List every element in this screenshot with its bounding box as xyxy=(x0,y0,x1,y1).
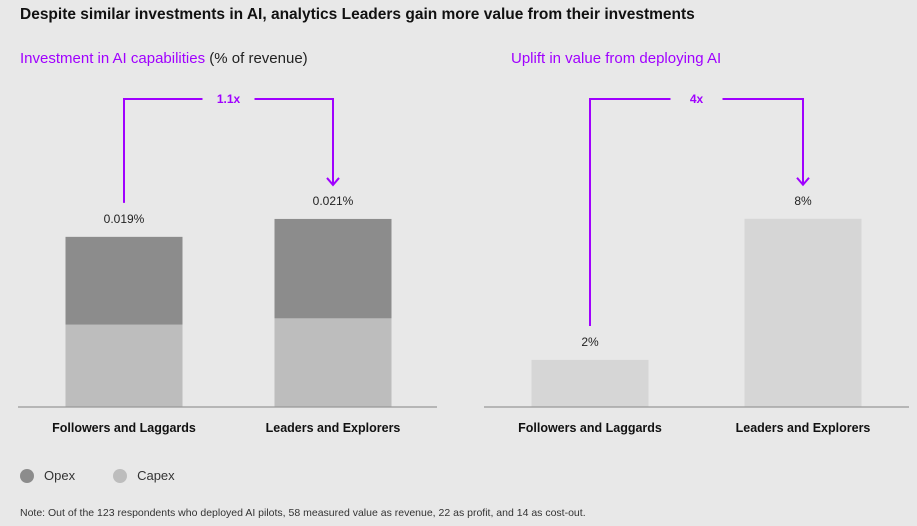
comparison-bracket-right-1 xyxy=(722,98,804,185)
value-label-1-0: 2% xyxy=(581,335,599,349)
value-label-1-1: 8% xyxy=(794,194,812,208)
comparison-arrowhead-0 xyxy=(326,177,340,187)
footnote: Note: Out of the 123 respondents who dep… xyxy=(20,507,586,519)
chart-title: Despite similar investments in AI, analy… xyxy=(20,6,695,23)
category-label-0-0: Followers and Laggards xyxy=(52,421,196,435)
legend-item-capex: Capex xyxy=(113,468,175,483)
comparison-bracket-left-0 xyxy=(123,98,203,203)
bar-uplift-0 xyxy=(531,359,649,407)
category-label-1-0: Followers and Laggards xyxy=(518,421,662,435)
legend-swatch-capex xyxy=(113,468,128,483)
left-chart-title-text: Investment in AI capabilities xyxy=(20,50,206,67)
bar-capex-0-0 xyxy=(65,324,183,407)
comparison-label-1: 4x xyxy=(690,92,704,106)
right-chart-title: Uplift in value from deploying AI xyxy=(511,50,722,67)
value-label-0-1: 0.021% xyxy=(313,194,354,208)
left-chart-title: Investment in AI capabilities (% of reve… xyxy=(20,50,308,67)
value-label-0-0: 0.019% xyxy=(104,212,145,226)
comparison-bracket-left-1 xyxy=(589,98,671,326)
comparison-label-0: 1.1x xyxy=(217,92,241,106)
bar-capex-0-1 xyxy=(274,318,392,407)
category-label-1-1: Leaders and Explorers xyxy=(736,421,871,435)
legend-item-opex: Opex xyxy=(20,468,75,483)
comparison-arrowhead-1 xyxy=(796,177,810,187)
bar-opex-0-0 xyxy=(65,236,183,325)
bar-uplift-1 xyxy=(744,218,862,407)
legend: Opex Capex xyxy=(20,468,213,483)
comparison-bracket-right-0 xyxy=(254,98,334,185)
category-label-0-1: Leaders and Explorers xyxy=(266,421,401,435)
bar-opex-0-1 xyxy=(274,218,392,319)
legend-label-opex: Opex xyxy=(44,468,76,483)
legend-label-capex: Capex xyxy=(137,468,175,483)
left-chart-title-unit: (% of revenue) xyxy=(209,50,308,67)
legend-swatch-opex xyxy=(20,468,34,483)
